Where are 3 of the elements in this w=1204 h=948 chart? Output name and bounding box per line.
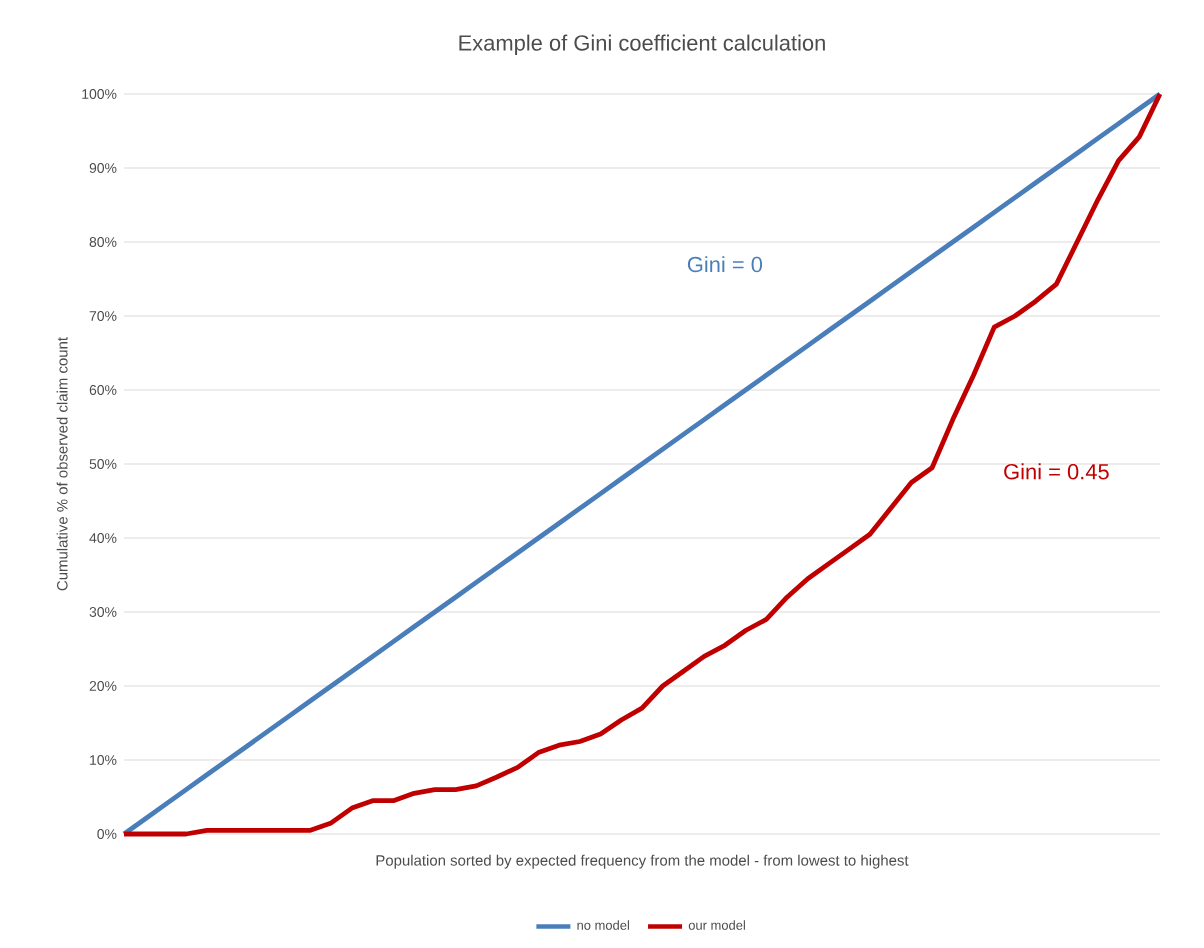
annotation: Gini = 0	[687, 256, 763, 273]
annotation: Gini = 0.45	[1004, 463, 1109, 480]
chart-title: Example of Gini coefficient calculation	[459, 34, 825, 55]
